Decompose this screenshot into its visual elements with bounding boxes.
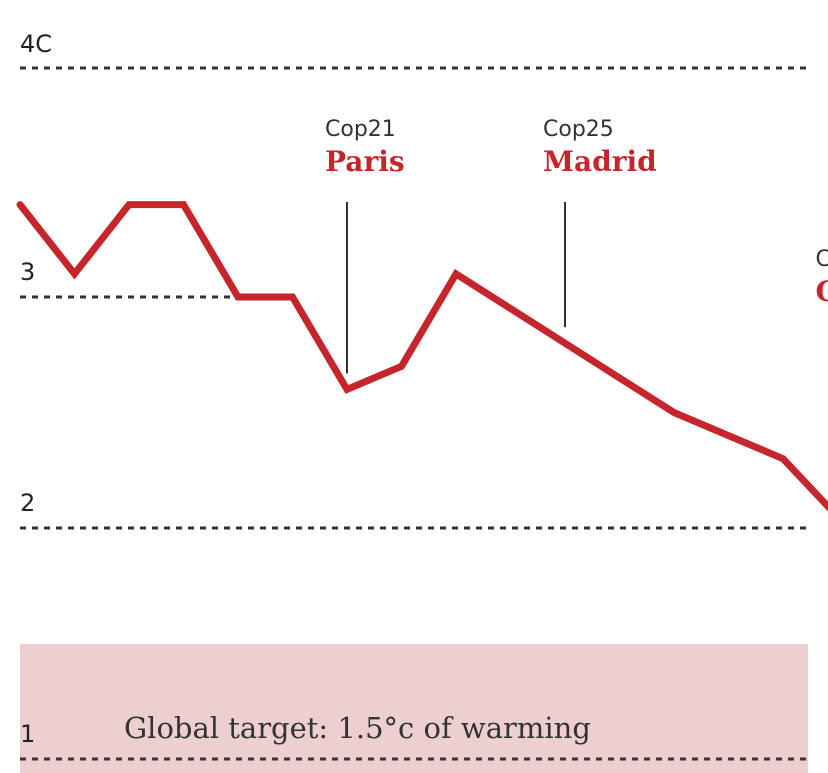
- y-tick-label-4: 4C: [20, 30, 52, 58]
- target-label: Global target: 1.5°c of warming: [124, 711, 591, 745]
- y-tick-labels: 4C 3 2 1: [20, 30, 52, 748]
- y-tick-label-2: 2: [20, 489, 35, 517]
- cop21-label: Cop21: [325, 117, 396, 142]
- y-tick-label-3: 3: [20, 258, 35, 286]
- series-line: [16, 201, 828, 512]
- cop21-city-label: Paris: [325, 145, 405, 178]
- gridlines: [20, 66, 808, 761]
- y-tick-label-1: 1: [20, 720, 35, 748]
- target-band: [20, 644, 808, 773]
- cop26-city-label: Glasgow: [816, 275, 828, 308]
- cop25-label: Cop25: [543, 117, 614, 142]
- cop26-label: Cop26: [816, 247, 828, 272]
- cop25-city-label: Madrid: [543, 145, 657, 178]
- cop-markers: Cop21 Paris Cop25 Madrid Cop26 Glasgow: [325, 117, 828, 374]
